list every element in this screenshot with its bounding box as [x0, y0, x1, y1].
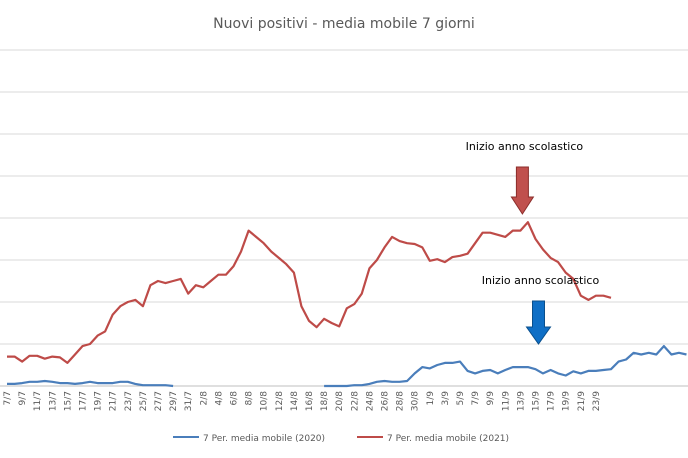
x-tick-label: 7/9: [471, 391, 481, 406]
annotation-arrow-2020: [525, 300, 552, 345]
x-tick-label: 26/8: [381, 391, 391, 411]
annotation-arrow-2021: [510, 166, 535, 215]
gridlines: [0, 49, 688, 345]
x-tick-label: 19/7: [94, 391, 104, 411]
x-tick-label: 17/9: [547, 391, 557, 411]
x-tick-label: 1/9: [426, 391, 436, 406]
x-tick-label: 24/8: [365, 391, 375, 411]
series-line-2021: [7, 221, 612, 364]
x-tick-label: 16/8: [305, 391, 315, 411]
annotations: Inizio anno scolastico Inizio anno scolas…: [466, 140, 600, 345]
x-tick-label: 25/7: [139, 391, 149, 411]
x-tick-label: 8/8: [245, 391, 255, 406]
x-tick-label: 15/9: [532, 391, 542, 411]
x-tick-label: 20/8: [335, 391, 345, 411]
x-tick-label: 14/8: [290, 391, 300, 411]
x-tick-label: 15/7: [63, 391, 73, 411]
x-tick-label: 17/7: [79, 391, 89, 411]
x-tick-label: 9/7: [18, 391, 28, 405]
x-tick-label: 9/9: [486, 391, 496, 406]
x-tick-label: 4/8: [214, 391, 224, 406]
x-tick-label: 27/7: [154, 391, 164, 411]
x-tick-label: 6/8: [230, 391, 240, 406]
x-tick-label: 11/9: [501, 391, 511, 411]
x-tick-label: 3/9: [441, 391, 451, 406]
x-tick-label: 2/8: [199, 391, 209, 406]
x-tick-label: 7/7: [3, 391, 13, 405]
x-tick-label: 13/9: [516, 391, 526, 411]
x-tick-labels: 7/7 9/7 11/7 13/7 15/7 17/7 19/7 21/7 23/7 25/7 27…: [3, 391, 602, 411]
x-tick-label: 5/9: [456, 391, 466, 406]
x-tick-label: 22/8: [350, 391, 360, 411]
x-tick-label: 18/8: [320, 391, 330, 411]
x-tick-label: 21/9: [577, 391, 587, 411]
x-tick-label: 23/9: [592, 391, 602, 411]
x-tick-label: 28/8: [396, 391, 406, 411]
x-tick-label: 31/7: [184, 391, 194, 411]
x-tick-label: 30/8: [411, 391, 421, 411]
series-lines: [7, 221, 687, 388]
x-tick-label: 12/8: [275, 391, 285, 411]
series-line-2020: [7, 345, 687, 388]
x-tick-label: 13/7: [48, 391, 58, 411]
x-tick-label: 11/7: [33, 391, 43, 411]
x-tick-label: 23/7: [124, 391, 134, 411]
x-tick-label: 21/7: [109, 391, 119, 411]
x-tick-label: 10/8: [260, 391, 270, 411]
x-tick-label: 29/7: [169, 391, 179, 411]
legend-label-2020: 7 Per. media mobile (2020): [203, 434, 325, 444]
annotation-label-2021: Inizio anno scolastico: [466, 140, 584, 153]
annotation-label-2020: Inizio anno scolastico: [482, 274, 600, 287]
x-tick-label: 19/9: [562, 391, 572, 411]
legend-label-2021: 7 Per. media mobile (2021): [387, 434, 509, 444]
legend[interactable]: 7 Per. media mobile (2020) 7 Per. media …: [173, 434, 509, 444]
chart-title: Nuovi positivi - media mobile 7 giorni: [213, 16, 475, 32]
